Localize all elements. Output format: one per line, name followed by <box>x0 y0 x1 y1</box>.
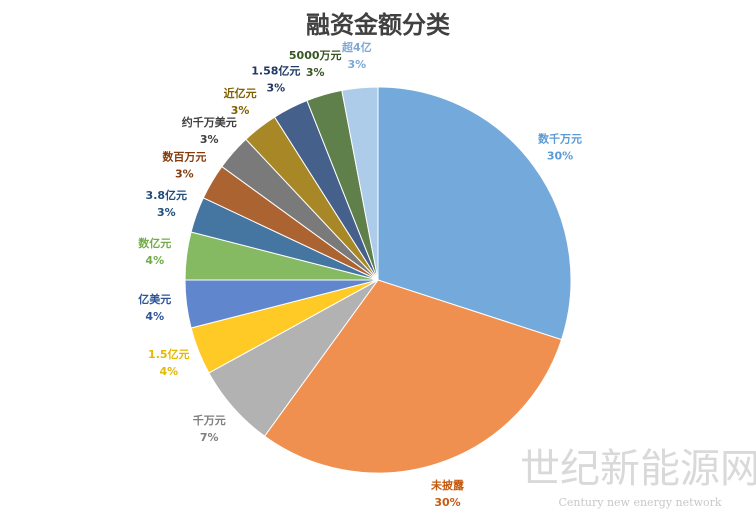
slice-label: 超4亿 <box>341 40 372 54</box>
slice-value-label: 3% <box>231 104 250 117</box>
slice-label: 1.5亿元 <box>148 347 190 361</box>
chart-title: 融资金额分类 <box>306 11 451 39</box>
slice-label: 5000万元 <box>289 49 342 62</box>
slice-value-label: 3% <box>267 82 286 95</box>
slice-value-label: 3% <box>347 58 366 71</box>
slice-value-label: 30% <box>547 150 573 163</box>
slice-label: 数亿元 <box>138 236 171 250</box>
watermark-subtitle: Century new energy network <box>558 496 721 509</box>
slice-value-label: 3% <box>175 167 194 180</box>
slice-value-label: 4% <box>145 254 164 267</box>
slice-label: 亿美元 <box>138 292 171 306</box>
slice-label: 近亿元 <box>224 86 257 100</box>
slice-value-label: 7% <box>200 431 219 444</box>
slice-label: 1.58亿元 <box>251 64 300 78</box>
slice-value-label: 30% <box>434 496 460 509</box>
slice-value-label: 3% <box>157 206 176 219</box>
slice-label: 未披露 <box>430 478 465 492</box>
slice-value-label: 4% <box>145 310 164 323</box>
watermark: 世纪新能源网 <box>520 446 756 492</box>
pie-slice <box>341 86 379 281</box>
pie-slice <box>377 86 572 341</box>
slice-label: 数百万元 <box>162 149 206 163</box>
pie-slice <box>263 279 563 474</box>
slice-label: 数千万元 <box>538 132 582 146</box>
slice-label: 约千万美元 <box>182 115 237 129</box>
slice-value-label: 4% <box>159 365 178 378</box>
slice-value-label: 3% <box>306 66 325 79</box>
slice-value-label: 3% <box>200 133 219 146</box>
slice-label: 3.8亿元 <box>146 188 188 202</box>
slice-label: 千万元 <box>193 413 226 427</box>
